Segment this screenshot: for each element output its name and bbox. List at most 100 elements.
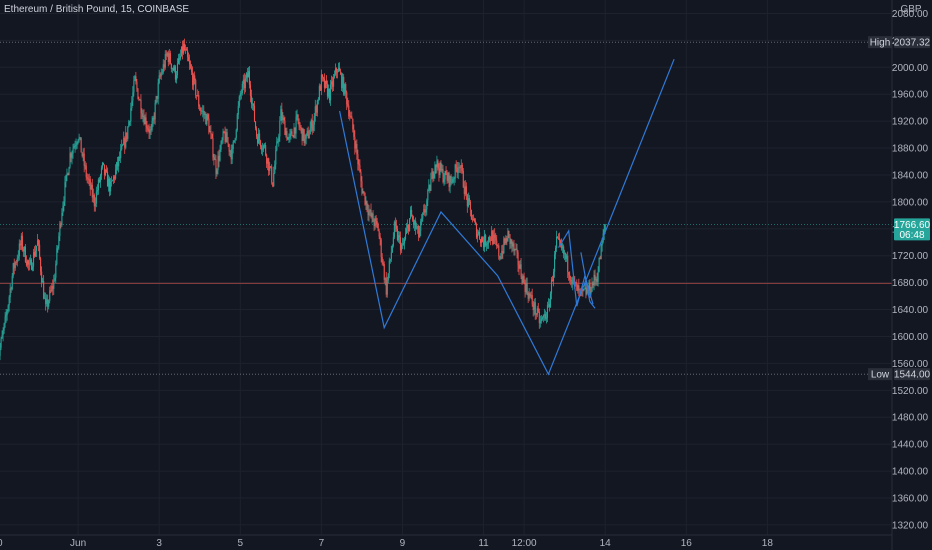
- price-tick-label: 1800.00: [892, 197, 929, 208]
- candle-body: [126, 132, 128, 140]
- candle-body: [559, 238, 561, 241]
- candle-body: [51, 286, 53, 291]
- candle-body: [446, 175, 448, 181]
- candle-body: [273, 173, 275, 187]
- candle-body: [362, 191, 364, 194]
- candle-body: [376, 220, 378, 225]
- candle-body: [332, 81, 334, 87]
- candle-body: [441, 168, 443, 171]
- candle-body: [266, 155, 268, 164]
- candle-body: [280, 109, 282, 121]
- candle-body: [510, 240, 512, 244]
- candle-body: [67, 173, 69, 176]
- candle-body: [58, 236, 60, 247]
- candle-body: [434, 164, 436, 174]
- price-tick-label: 1720.00: [892, 251, 929, 262]
- drawing-big-w[interactable]: [339, 58, 675, 376]
- candle-body: [152, 117, 154, 121]
- candle-body: [71, 153, 73, 158]
- candle-body: [195, 80, 197, 96]
- candle-body: [473, 219, 476, 222]
- candle-body: [518, 265, 520, 269]
- candle-body: [560, 240, 562, 245]
- candle-body: [386, 280, 388, 295]
- price-tick-label: 1920.00: [892, 117, 929, 128]
- candle-body: [188, 57, 190, 62]
- candle-body: [81, 152, 83, 157]
- candle-body: [21, 235, 23, 250]
- candle-body: [495, 237, 497, 241]
- candle-body: [232, 142, 234, 150]
- candle-body: [397, 235, 399, 241]
- candle-body: [142, 115, 144, 117]
- candle-body: [534, 302, 536, 315]
- candle-body: [219, 149, 221, 161]
- candle-body: [80, 137, 82, 153]
- candle-body: [327, 88, 330, 97]
- candle-body: [555, 247, 557, 255]
- candle-body: [536, 308, 538, 315]
- candle-body: [0, 347, 1, 356]
- candle-body: [153, 117, 155, 120]
- drawings[interactable]: [339, 58, 675, 376]
- candle-body: [342, 76, 344, 88]
- candle-body: [548, 304, 551, 307]
- candle-body: [339, 67, 341, 72]
- candle-body: [575, 282, 577, 284]
- candle-body: [364, 192, 366, 205]
- candle-body: [306, 130, 308, 134]
- candle-body: [435, 164, 437, 168]
- candle-body: [208, 118, 210, 133]
- candle-body: [212, 137, 214, 158]
- reference-lines: [0, 41, 892, 375]
- candle-body: [45, 298, 47, 304]
- candle-body: [64, 182, 66, 202]
- candle-body: [409, 218, 411, 231]
- candle-body: [427, 190, 429, 201]
- candle-body: [63, 201, 65, 206]
- candle-body: [189, 61, 191, 65]
- candle-body: [72, 148, 74, 154]
- candle-body: [513, 243, 515, 251]
- candle-body: [190, 64, 192, 68]
- candle-body: [127, 126, 129, 140]
- candle-body: [346, 92, 348, 105]
- candle-body: [302, 129, 304, 141]
- candle-body: [44, 298, 46, 300]
- time-axis[interactable]: 30 Jun 3 5 7 9 11 12:00 14 16 18: [0, 538, 773, 549]
- candle-body: [124, 138, 126, 148]
- candle-body: [234, 138, 236, 141]
- candle-body: [309, 127, 311, 135]
- candle-body: [359, 165, 361, 172]
- time-tick-label: 3: [156, 538, 162, 549]
- candle-body: [236, 114, 238, 131]
- candle-body: [547, 304, 550, 306]
- candle-body: [100, 167, 103, 176]
- candle-body: [572, 277, 574, 284]
- candle-body: [115, 169, 117, 179]
- drawing-small-w[interactable]: [558, 228, 594, 307]
- candle-body: [385, 278, 387, 295]
- candle-body: [296, 114, 298, 117]
- candle-body: [550, 279, 553, 294]
- candle-body: [528, 293, 530, 299]
- candle-body: [241, 83, 243, 94]
- high-badge-label-bg: [868, 36, 892, 49]
- candle-body: [46, 299, 48, 304]
- candle-body: [202, 110, 204, 112]
- drawing-small-trend[interactable]: [580, 252, 596, 309]
- price-tick-label: 2080.00: [892, 9, 929, 20]
- candle-body: [585, 287, 587, 295]
- candle-body: [193, 75, 195, 86]
- candle-body: [158, 75, 160, 83]
- candle-body: [211, 133, 213, 138]
- candle-body: [493, 234, 495, 244]
- candle-body: [317, 99, 319, 101]
- candle-body: [144, 117, 146, 125]
- candle-body: [275, 150, 277, 165]
- price-tick-label: 1400.00: [892, 467, 929, 478]
- candle-body: [1, 335, 3, 339]
- candle-body: [196, 95, 198, 97]
- candle-body: [403, 239, 406, 244]
